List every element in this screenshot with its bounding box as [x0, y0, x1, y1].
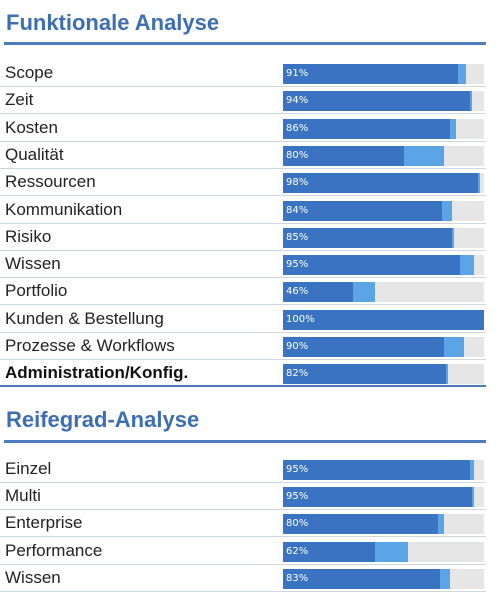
bar-row: Wissen 95% [0, 251, 486, 279]
bar-dark-segment [283, 460, 470, 480]
bar-row: Risiko 85% [0, 224, 486, 251]
category-label: Ressourcen [5, 172, 96, 192]
bar-row: Zeit 94% [0, 87, 486, 115]
category-label: Performance [5, 540, 103, 560]
bar-row: Portfolio 46% [0, 278, 486, 306]
category-label: Risiko [5, 226, 52, 246]
bar-track: 98% [283, 173, 484, 194]
bar-dark-segment [283, 514, 438, 535]
category-label: Prozesse & Workflows [5, 336, 175, 355]
bar-percent-label: 94% [286, 95, 309, 107]
bar-dark-segment [283, 227, 452, 248]
category-label: Qualität [5, 144, 64, 164]
bar-percent-label: 83% [286, 572, 309, 584]
bar-dark-segment [283, 173, 478, 194]
bar-dark-segment [283, 541, 376, 562]
bar-track: 84% [283, 200, 484, 221]
bar-row: Wissen 83% [0, 565, 486, 592]
bar-dark-segment [283, 364, 446, 385]
bar-dark-segment [283, 145, 404, 166]
category-label: Portfolio [5, 281, 68, 301]
section-title-reifegrad: Reifegrad-Analyse [6, 407, 200, 432]
bar-dark-segment [283, 64, 458, 84]
bar-track: 95% [283, 487, 484, 508]
bar-row: Prozesse & Workflows 90% [0, 333, 486, 360]
category-label: Zeit [5, 90, 34, 110]
bar-dark-segment [283, 309, 484, 330]
bar-row: Performance 62% [0, 538, 486, 565]
category-label: Einzel [5, 459, 52, 478]
bar-percent-label: 86% [286, 122, 309, 134]
bar-percent-label: 95% [286, 491, 309, 503]
bar-percent-label: 95% [286, 464, 309, 475]
category-label: Multi [5, 486, 41, 506]
bar-track: 80% [283, 145, 484, 166]
bar-row: Kommunikation 84% [0, 197, 486, 224]
bar-track: 90% [283, 337, 484, 357]
category-label: Enterprise [5, 513, 83, 533]
bar-row: Ressourcen 98% [0, 169, 486, 197]
bar-dark-segment [283, 282, 354, 303]
bar-track: 80% [283, 514, 484, 535]
bar-dark-segment [283, 200, 442, 221]
category-label: Wissen [5, 254, 61, 274]
category-label: Kosten [5, 117, 58, 137]
bar-track: 91% [283, 64, 484, 84]
bar-percent-label: 80% [286, 149, 309, 161]
bar-dark-segment [283, 91, 470, 112]
bar-track: 86% [283, 118, 484, 139]
bar-row: Administration/Konfig. 82% [0, 360, 486, 388]
category-label: Kunden & Bestellung [5, 308, 164, 328]
bar-row: Einzel 95% [0, 456, 486, 483]
bar-track: 94% [283, 91, 484, 112]
bar-percent-label: 46% [286, 286, 309, 298]
bar-row: Kunden & Bestellung 100% [0, 306, 486, 333]
bar-dark-segment [283, 568, 440, 589]
category-label: Administration/Konfig. [5, 363, 189, 383]
bar-track: 83% [283, 568, 484, 589]
bar-dark-segment [283, 337, 444, 357]
bar-percent-label: 91% [286, 68, 309, 79]
category-label: Kommunikation [5, 199, 123, 219]
bar-track: 62% [283, 541, 484, 562]
title-rule-funktional [4, 42, 486, 45]
category-label: Wissen [5, 567, 61, 587]
bar-row: Scope 91% [0, 60, 486, 87]
bar-percent-label: 85% [286, 231, 309, 243]
bar-dark-segment [283, 487, 472, 508]
bar-percent-label: 95% [286, 259, 309, 271]
category-label: Scope [5, 63, 54, 82]
bar-row: Kosten 86% [0, 115, 486, 142]
bar-track: 95% [283, 255, 484, 276]
bar-track: 82% [283, 364, 484, 385]
bar-percent-label: 100% [286, 313, 315, 325]
bar-percent-label: 82% [286, 368, 309, 380]
bar-percent-label: 90% [286, 341, 309, 352]
bar-dark-segment [283, 255, 460, 276]
bar-track: 100% [283, 309, 484, 330]
bar-row: Multi 95% [0, 483, 486, 511]
bar-percent-label: 80% [286, 518, 309, 530]
bar-percent-label: 84% [286, 204, 309, 216]
bar-percent-label: 62% [286, 545, 309, 557]
bar-track: 46% [283, 282, 484, 303]
title-rule-reifegrad [4, 440, 486, 443]
bar-row: Qualität 80% [0, 142, 486, 169]
bar-track: 95% [283, 460, 484, 480]
bar-row: Enterprise 80% [0, 510, 486, 538]
section-title-funktional: Funktionale Analyse [6, 10, 220, 35]
bar-dark-segment [283, 118, 450, 139]
bar-track: 85% [283, 227, 484, 248]
bar-percent-label: 98% [286, 177, 309, 189]
